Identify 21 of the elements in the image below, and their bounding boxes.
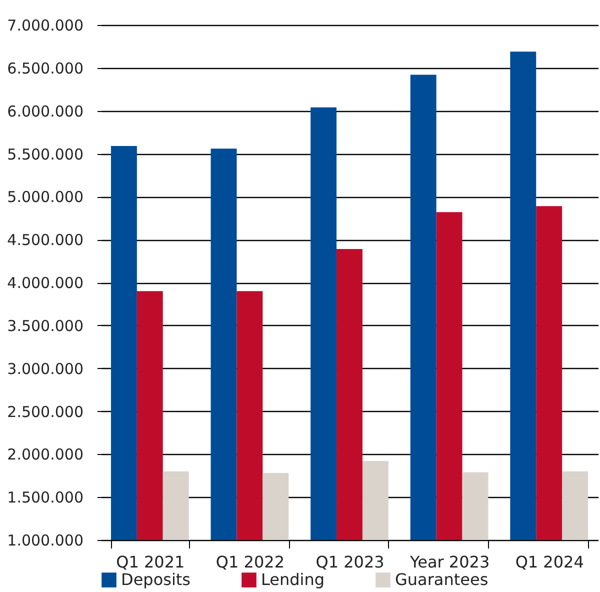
y-tick-label: 3.500.000 <box>7 316 84 335</box>
y-tick-label: 3.000.000 <box>7 360 84 378</box>
y-tick-label: 5.500.000 <box>7 145 84 164</box>
y-tick-label: 6.000.000 <box>7 102 84 120</box>
y-tick-label: 4.000.000 <box>7 274 84 292</box>
x-tick-label: Q1 2021 <box>116 552 185 572</box>
y-tick-label: 2.500.000 <box>7 402 84 421</box>
x-tick-label: Q1 2022 <box>216 552 284 572</box>
legend-label: Lending <box>261 570 325 589</box>
y-tick-label: 7.000.000 <box>7 16 84 34</box>
y-tick-label: 5.000.000 <box>7 188 84 206</box>
y-tick-label: 2.000.000 <box>7 446 84 464</box>
legend-label: Deposits <box>121 570 190 589</box>
legend-label: Guarantees <box>395 570 488 589</box>
x-tick-label: Q1 2024 <box>515 552 584 572</box>
x-tick-label: Q1 2023 <box>316 552 384 572</box>
y-tick-label: 1.500.000 <box>7 488 84 507</box>
x-tick-label: Year 2023 <box>408 552 490 572</box>
y-tick-label: 4.500.000 <box>7 231 84 250</box>
y-tick-label: 1.000.000 <box>7 532 84 550</box>
y-tick-label: 6.500.000 <box>7 59 84 78</box>
